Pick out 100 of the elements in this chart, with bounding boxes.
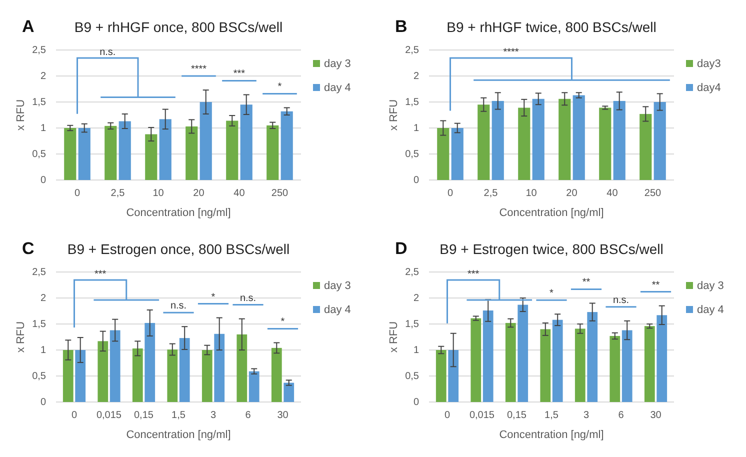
bar (248, 371, 260, 402)
legend-label: day4 (697, 82, 721, 94)
annotation: **** (503, 47, 519, 58)
text: B (395, 17, 408, 36)
y-tick-label: 1,5 (32, 97, 46, 108)
x-axis-title: Concentration [ng/ml] (126, 429, 231, 441)
annotation: n.s. (100, 47, 116, 58)
x-tick-label: 250 (644, 188, 662, 199)
bar (482, 310, 494, 402)
y-axis-title: x RFU (388, 321, 400, 353)
bar (240, 104, 252, 180)
legend-label: day 4 (697, 304, 724, 316)
annotation: *** (94, 269, 106, 280)
y-tick-label: 0 (40, 175, 46, 186)
y-tick-label: 0,5 (405, 371, 420, 382)
bar (505, 322, 516, 402)
y-tick-label: 1 (413, 123, 420, 134)
y-tick-label: 1,5 (405, 97, 420, 108)
bar (518, 304, 528, 402)
bar (186, 126, 198, 180)
annotation: ** (652, 280, 660, 291)
legend-label: day 4 (324, 82, 351, 94)
bar (492, 100, 504, 180)
x-axis-title: Concentration [ng/ml] (126, 207, 231, 219)
bar (271, 348, 282, 402)
y-tick-label: 0 (413, 175, 420, 186)
x-tick-label: 6 (618, 410, 624, 421)
bar (280, 111, 293, 180)
legend-label: day3 (697, 58, 721, 70)
bar (284, 382, 294, 402)
bar (214, 334, 225, 402)
bar (654, 102, 666, 180)
bar (613, 100, 626, 180)
x-tick-label: 1,5 (544, 410, 559, 421)
chart-title: B9 + Estrogen twice, 800 BSCs/well (440, 241, 664, 257)
x-tick-label: 40 (234, 188, 246, 199)
bar (202, 350, 212, 402)
x-tick-label: 1,5 (172, 410, 186, 421)
x-tick-label: 6 (245, 410, 252, 421)
annotation: * (550, 288, 554, 300)
x-tick-label: 20 (193, 188, 205, 199)
text: D (395, 239, 408, 258)
annotation: n.s. (612, 294, 630, 306)
annotation: * (280, 316, 285, 328)
annotation: n.s. (170, 300, 187, 312)
bar (167, 349, 178, 402)
bar (179, 338, 190, 402)
x-tick-label: 250 (271, 188, 289, 199)
bar (236, 334, 248, 402)
y-tick-label: 2 (40, 71, 46, 82)
x-tick-label: 20 (566, 188, 578, 199)
y-axis-title: x RFU (15, 99, 27, 131)
y-tick-label: 2,5 (32, 45, 46, 56)
bar (98, 341, 108, 402)
y-tick-label: 2,5 (32, 267, 46, 278)
chart-title: B9 + rhHGF once, 800 BSCs/well (74, 19, 283, 35)
y-tick-label: 2,5 (405, 267, 420, 278)
y-tick-label: 1 (40, 345, 46, 356)
bar (266, 125, 279, 180)
x-tick-label: 0 (447, 188, 454, 199)
bar (437, 128, 450, 180)
bar (478, 104, 490, 180)
y-tick-label: 0,5 (405, 149, 420, 160)
y-tick-label: 1 (40, 123, 46, 134)
y-tick-label: 0 (413, 397, 420, 408)
bar (599, 108, 612, 180)
x-tick-label: 3 (583, 410, 590, 421)
annotation: **** (190, 64, 207, 76)
bar (200, 102, 212, 180)
y-tick-label: 0,5 (32, 371, 46, 382)
x-tick-label: 0,015 (96, 410, 122, 421)
x-tick-label: 30 (277, 410, 289, 421)
annotation: *** (467, 269, 480, 280)
bar (532, 98, 544, 180)
bar (159, 119, 172, 180)
y-axis-title: x RFU (388, 99, 400, 131)
annotation: ** (582, 277, 590, 288)
bar (64, 128, 76, 180)
annotation: * (211, 292, 216, 303)
bar (78, 128, 90, 180)
y-tick-label: 2 (413, 71, 420, 82)
bar (558, 98, 571, 180)
legend-label: day 3 (697, 280, 724, 292)
x-tick-label: 10 (526, 188, 538, 199)
y-axis-title: x RFU (15, 321, 27, 353)
annotation: * (278, 82, 282, 93)
x-tick-label: 0,015 (469, 410, 495, 421)
bar (622, 330, 632, 402)
bar (75, 350, 86, 402)
bar (656, 315, 668, 402)
annotation: n.s. (240, 292, 256, 304)
bar (552, 320, 563, 402)
bar (610, 336, 620, 402)
annotation: *** (233, 68, 246, 80)
bar (436, 350, 446, 402)
chart-title: B9 + Estrogen once, 800 BSCs/well (67, 241, 290, 257)
bar (572, 95, 585, 180)
x-tick-label: 0 (444, 410, 450, 421)
y-tick-label: 1 (413, 345, 420, 356)
bar (448, 350, 459, 402)
